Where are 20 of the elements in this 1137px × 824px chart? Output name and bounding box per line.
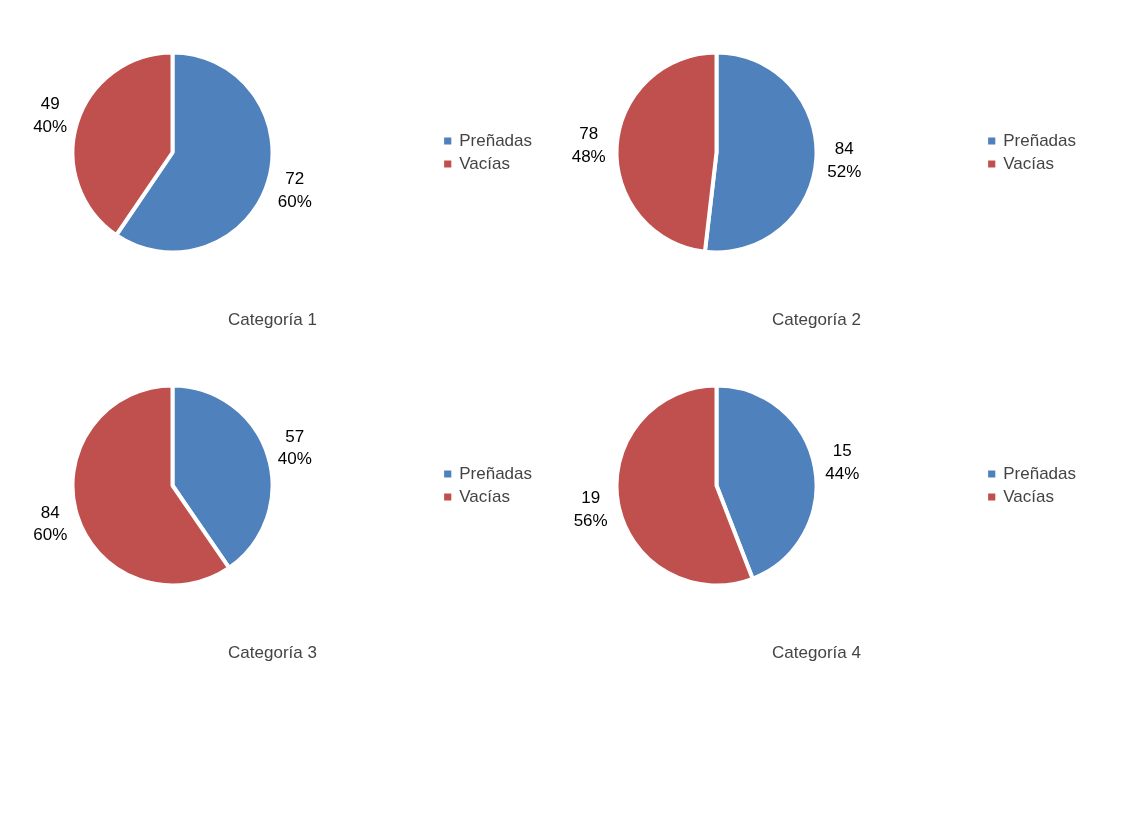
data-label: 15 44%	[825, 441, 860, 483]
data-label: 57 40%	[277, 426, 312, 469]
legend-label: Preñadas	[1003, 130, 1076, 151]
text: Categoría 1	[228, 309, 317, 329]
legend-label: Preñadas	[1003, 463, 1076, 484]
legend-label: Vacías	[459, 486, 510, 507]
data-label: 84 60%	[33, 502, 68, 545]
data-label: 72 60%	[277, 169, 312, 212]
text: Categoría 2	[772, 309, 861, 329]
data-label: 49 40%	[33, 93, 68, 136]
legend-label: Vacías	[1003, 153, 1054, 174]
data-label: 19 56%	[573, 488, 608, 530]
text: Categoría 3	[228, 642, 317, 662]
data-label: 78 48%	[571, 124, 606, 166]
text: Categoría 4	[772, 642, 861, 662]
legend-label: Preñadas	[459, 130, 532, 151]
legend-label: Vacías	[1003, 486, 1054, 507]
legend-label: Preñadas	[459, 463, 532, 484]
data-label: 84 52%	[827, 139, 862, 181]
legend-label: Vacías	[459, 153, 510, 174]
